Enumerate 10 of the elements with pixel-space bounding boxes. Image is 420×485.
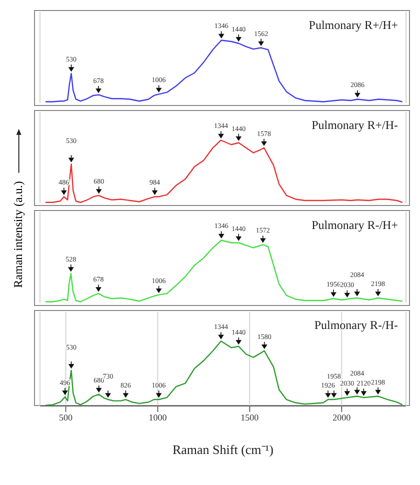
chart-title: Pulmonary R+/H+ — [308, 18, 398, 33]
x-axis-title: Raman Shift (cm⁻¹) — [171, 441, 275, 458]
x-tick-label: 2000 — [332, 412, 352, 422]
chart-title: Pulmonary R-/H+ — [312, 218, 398, 233]
x-tick-label: 1500 — [240, 412, 260, 422]
x-tick-label: 1000 — [148, 412, 168, 422]
chart-title: Pulmonary R-/H- — [314, 318, 398, 333]
x-tick-label: 500 — [59, 412, 73, 422]
chart-title: Pulmonary R+/H- — [312, 118, 398, 133]
y-axis-title: Raman intensity (a.u.) — [10, 180, 26, 288]
